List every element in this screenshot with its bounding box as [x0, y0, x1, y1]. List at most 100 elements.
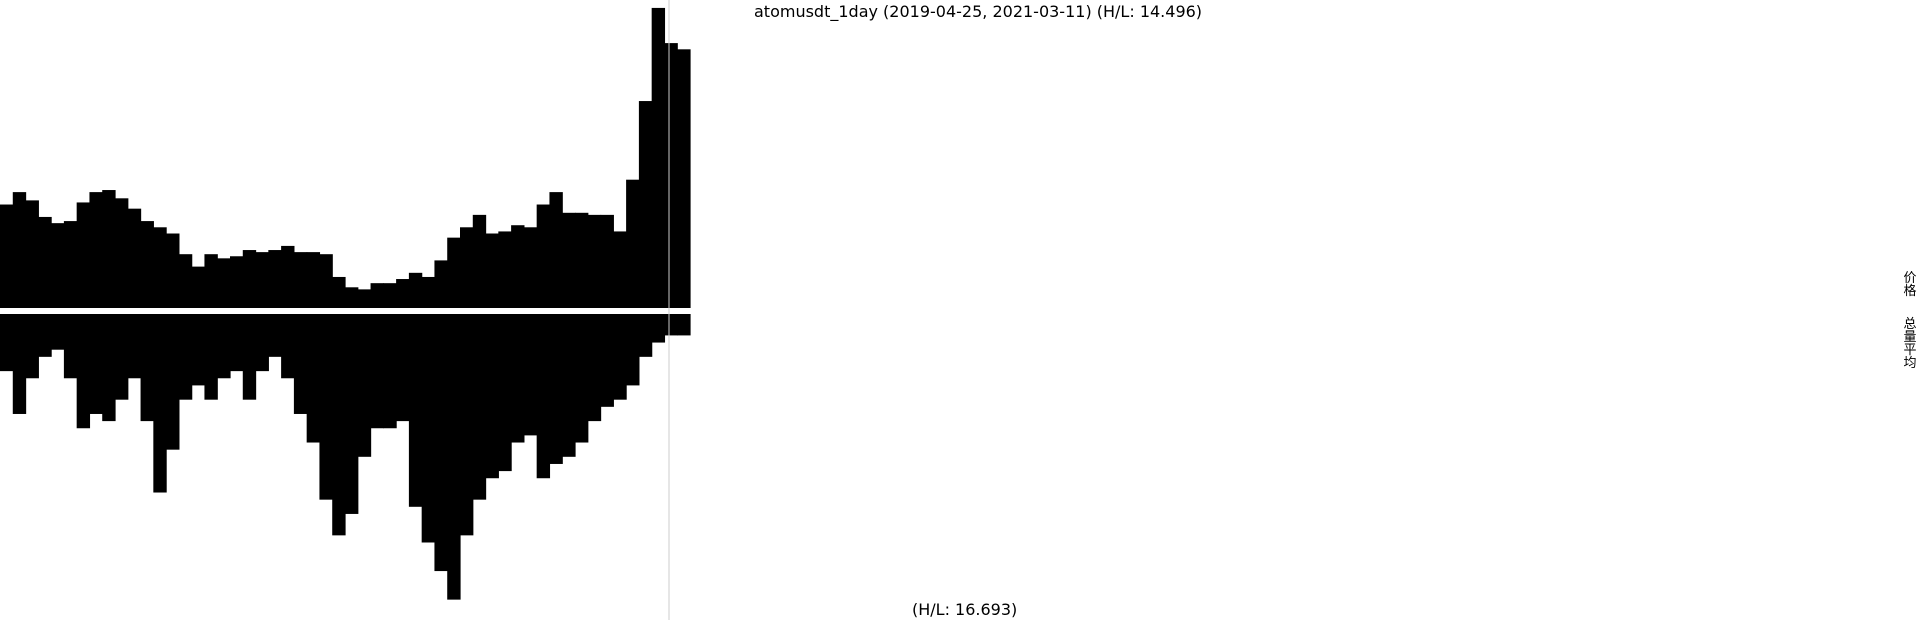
price-bar	[89, 192, 103, 308]
price-bar	[115, 198, 129, 308]
volume-bar	[102, 314, 116, 422]
price-bar	[677, 49, 691, 309]
volume-bar	[587, 314, 602, 422]
volume-bar	[191, 314, 206, 386]
volume-bar	[76, 314, 91, 429]
volume-bar	[562, 314, 576, 457]
price-bar	[191, 266, 206, 308]
volume-bar	[12, 314, 27, 414]
price-bar	[357, 289, 372, 308]
price-bar	[421, 276, 436, 308]
volume-bar	[434, 314, 448, 572]
volume-bar	[408, 314, 423, 507]
volume-bar	[664, 314, 678, 336]
volume-bar	[255, 314, 269, 372]
volume-bar	[472, 314, 487, 500]
price-bar	[25, 200, 39, 308]
price-bar	[204, 254, 218, 308]
price-bar	[306, 252, 321, 308]
price-bar	[562, 212, 576, 308]
price-bar	[408, 272, 423, 308]
volume-bar	[140, 314, 154, 422]
volume-bar	[383, 314, 397, 429]
price-bar	[178, 254, 193, 308]
volume-bar	[600, 314, 614, 407]
volume-bar	[498, 314, 512, 472]
volume-bar	[370, 314, 384, 429]
price-bar	[127, 208, 142, 308]
price-bar	[587, 214, 602, 308]
price-bar	[485, 233, 499, 308]
price-bar	[626, 179, 640, 308]
price-bar	[370, 283, 384, 308]
volume-bar	[332, 314, 346, 536]
volume-bar	[651, 314, 666, 343]
volume-bar	[38, 314, 52, 357]
volume-bar	[115, 314, 129, 400]
volume-bar	[306, 314, 321, 443]
volume-bar	[204, 314, 218, 400]
volume-bar	[25, 314, 39, 379]
volume-bar	[153, 314, 167, 493]
price-bar	[332, 276, 346, 308]
price-bar	[345, 287, 359, 308]
price-bar	[511, 225, 525, 308]
price-bar	[268, 250, 282, 308]
volume-bar	[293, 314, 308, 414]
price-bar	[63, 221, 78, 308]
price-bar	[153, 227, 167, 308]
volume-bar	[166, 314, 180, 450]
volume-axis-label: 总量平均	[1903, 317, 1917, 371]
volume-bar	[89, 314, 103, 414]
volume-bar	[396, 314, 410, 422]
volume-bar	[127, 314, 142, 379]
volume-bar	[575, 314, 589, 443]
price-bar	[523, 227, 538, 308]
price-bar	[434, 260, 448, 308]
volume-bar	[460, 314, 474, 536]
price-bar	[12, 192, 27, 308]
price-bar	[166, 233, 180, 308]
price-bar	[638, 101, 653, 308]
volume-bar	[268, 314, 282, 357]
price-bar	[76, 202, 91, 308]
price-bar	[664, 43, 678, 308]
volume-bar	[281, 314, 295, 379]
volume-bar	[549, 314, 563, 464]
volume-bar	[511, 314, 525, 443]
price-bar	[472, 214, 487, 308]
price-bar	[51, 223, 65, 308]
volume-bar	[242, 314, 257, 400]
price-bar	[293, 252, 308, 308]
volume-bar	[0, 314, 14, 372]
volume-bars	[0, 314, 691, 600]
price-bar	[447, 237, 461, 308]
price-bar	[38, 216, 52, 308]
volume-bar	[421, 314, 436, 543]
price-bar	[536, 204, 551, 308]
volume-hl-label: (H/L: 16.693)	[912, 600, 1018, 619]
price-bars	[0, 7, 691, 309]
volume-bar	[230, 314, 244, 372]
volume-bar	[677, 314, 691, 336]
price-bar	[498, 231, 512, 308]
volume-bar	[447, 314, 461, 600]
volume-bar	[485, 314, 499, 479]
price-bar	[140, 221, 154, 308]
price-bar	[217, 258, 231, 308]
price-bar	[242, 250, 257, 308]
price-bar	[651, 7, 666, 308]
volume-bar	[536, 314, 551, 479]
price-bar	[319, 254, 333, 308]
volume-bar	[345, 314, 359, 514]
price-bar	[230, 256, 244, 308]
volume-bar	[357, 314, 372, 457]
volume-bar	[51, 314, 65, 350]
price-bar	[600, 214, 614, 308]
price-bar	[281, 245, 295, 308]
chart-title: atomusdt_1day (2019-04-25, 2021-03-11) (…	[754, 2, 1203, 21]
volume-bar	[523, 314, 538, 436]
volume-bar	[63, 314, 78, 379]
volume-bar	[613, 314, 627, 400]
